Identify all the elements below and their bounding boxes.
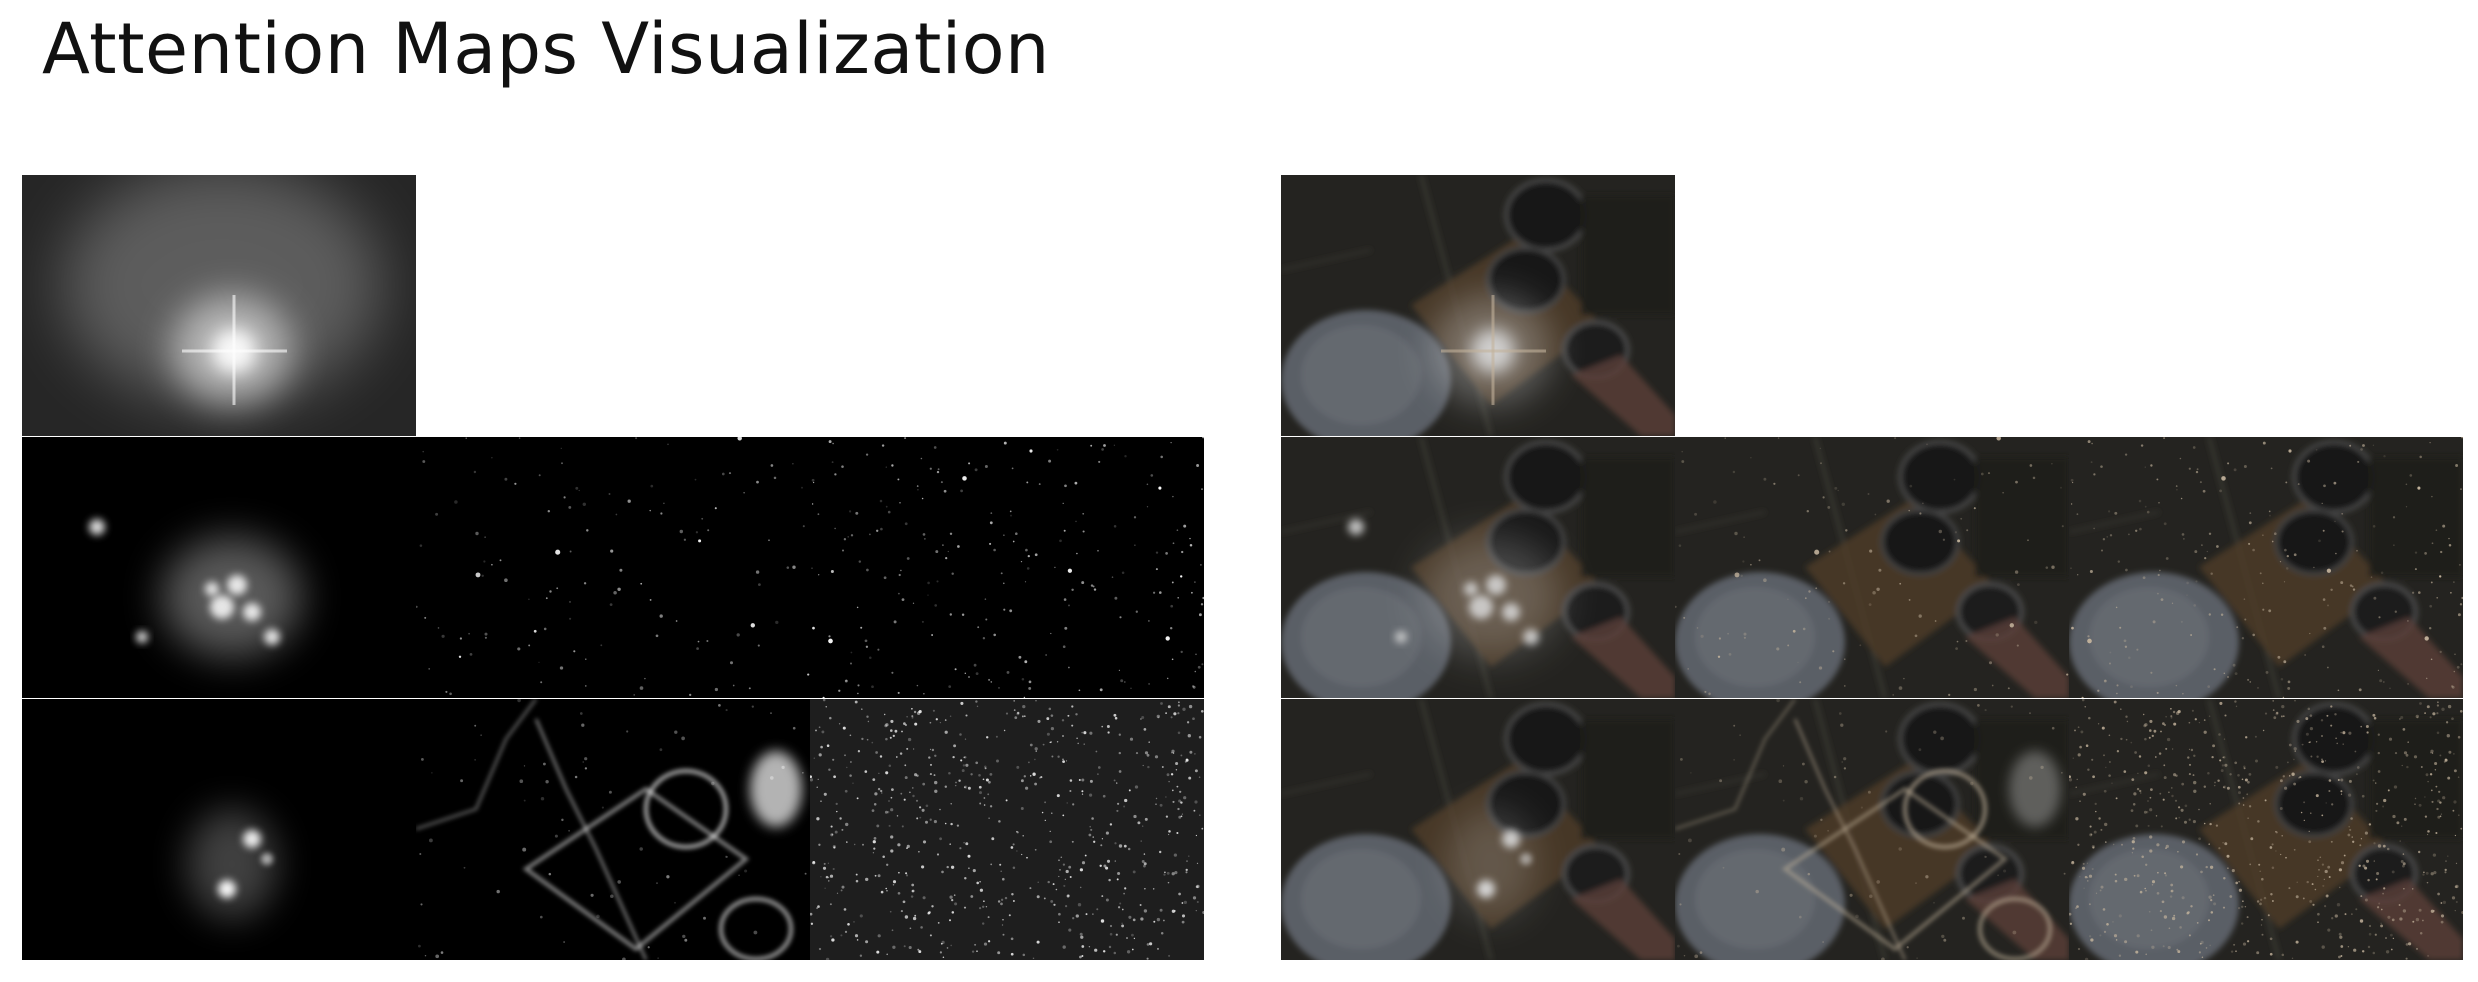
attention-map-tile — [22, 437, 416, 698]
attention-map-tile — [1281, 175, 1675, 436]
attention-map-tile — [2069, 437, 2463, 698]
attention-map-tile — [416, 699, 810, 960]
attention-map-tile — [22, 699, 416, 960]
attention-maps-panel — [22, 175, 1204, 961]
attention-map-tile — [22, 175, 416, 436]
attention-map-tile — [810, 699, 1204, 960]
attention-map-tile — [1675, 437, 2069, 698]
attention-map-tile — [1675, 699, 2069, 960]
attention-map-tile — [810, 437, 1204, 698]
page-title: Attention Maps Visualization — [42, 8, 1050, 90]
attention-map-tile — [1281, 437, 1675, 698]
attention-map-tile — [1281, 699, 1675, 960]
attention-map-tile — [416, 437, 810, 698]
attention-map-tile — [2069, 699, 2463, 960]
overlay-panel — [1281, 175, 2463, 961]
